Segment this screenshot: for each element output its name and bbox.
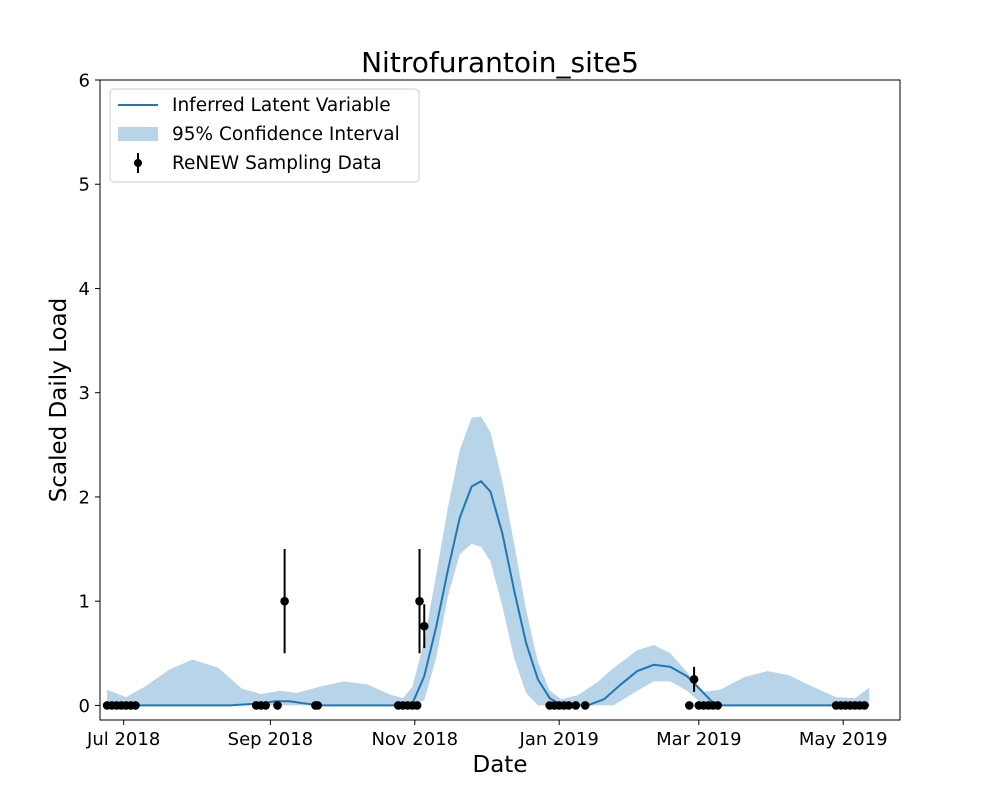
x-tick-label: Sep 2018 — [228, 729, 313, 750]
legend-label-data: ReNEW Sampling Data — [172, 153, 382, 174]
y-tick-label: 5 — [79, 175, 90, 196]
data-point — [580, 701, 590, 710]
legend-label-ci: 95% Confidence Interval — [172, 124, 400, 145]
plot-area — [102, 416, 870, 710]
data-point — [273, 701, 282, 710]
x-tick-label: Nov 2018 — [371, 729, 458, 750]
x-tick-label: Jul 2018 — [86, 729, 160, 750]
legend-point-swatch — [134, 159, 142, 167]
data-point — [860, 701, 869, 710]
x-axis-ticks: Jul 2018 Sep 2018 Nov 2018 Jan 2019 Mar 2019… — [86, 720, 888, 750]
data-point — [571, 701, 581, 710]
x-tick-label: Jan 2019 — [519, 729, 599, 750]
legend-box — [109, 88, 420, 183]
y-tick-label: 1 — [79, 592, 90, 613]
data-point — [685, 701, 694, 710]
y-tick-label: 2 — [79, 487, 90, 508]
data-point — [713, 701, 723, 710]
y-tick-label: 3 — [79, 383, 90, 404]
data-point — [313, 701, 323, 710]
data-point — [564, 701, 573, 710]
sampling-data-points — [102, 549, 869, 710]
y-tick-label: 4 — [79, 279, 90, 300]
legend: Inferred Latent Variable 95% Confidence … — [109, 88, 420, 183]
data-point — [261, 701, 270, 710]
data-point — [419, 621, 429, 631]
latent-variable-line — [107, 480, 870, 707]
chart-title: Nitrofurantoin_site5 — [361, 46, 639, 79]
y-tick-label: 0 — [79, 696, 90, 717]
y-tick-label: 6 — [79, 71, 90, 92]
data-point — [689, 675, 699, 684]
y-axis-ticks: 0 1 2 3 4 5 6 — [79, 71, 100, 717]
data-point — [280, 596, 289, 606]
legend-label-latent: Inferred Latent Variable — [172, 95, 391, 116]
legend-band-swatch — [118, 127, 158, 141]
x-tick-label: Mar 2019 — [656, 729, 742, 750]
data-point — [131, 701, 140, 710]
data-point — [415, 596, 424, 606]
plot-frame — [99, 79, 901, 721]
y-axis-label: Scaled Daily Load — [46, 298, 72, 502]
x-axis-label: Date — [473, 752, 528, 778]
confidence-interval-band — [107, 416, 870, 706]
data-point — [412, 701, 422, 710]
x-tick-label: May 2019 — [799, 729, 888, 750]
